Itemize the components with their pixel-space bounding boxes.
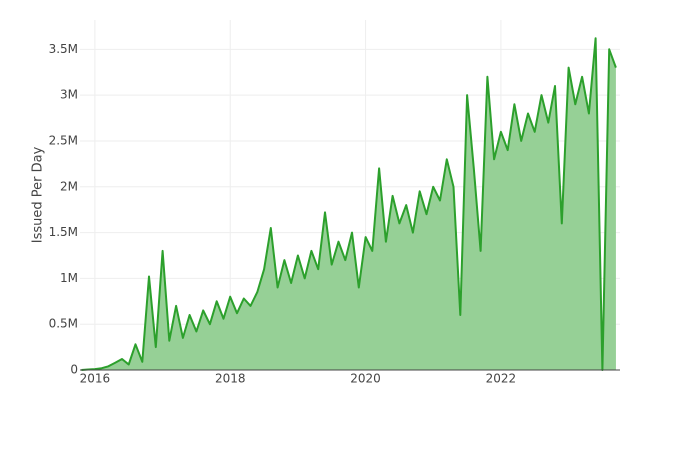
y-tick-label: 1M [60,271,78,285]
x-tick-label: 2020 [350,372,381,386]
y-tick-label: 2.5M [49,133,78,147]
y-tick-label: 1.5M [49,225,78,239]
y-tick-label: 3.5M [49,42,78,56]
y-tick-label: 3M [60,88,78,102]
x-tick-label: 2022 [486,372,517,386]
y-tick-label: 0.5M [49,317,78,331]
x-tick-label: 2016 [80,372,111,386]
y-axis-label: Issued Per Day [31,146,46,243]
x-tick-label: 2018 [215,372,246,386]
area-fill [81,38,616,371]
line [81,37,617,371]
y-tick-label: 0 [70,363,78,377]
y-tick-label: 2M [60,179,78,193]
